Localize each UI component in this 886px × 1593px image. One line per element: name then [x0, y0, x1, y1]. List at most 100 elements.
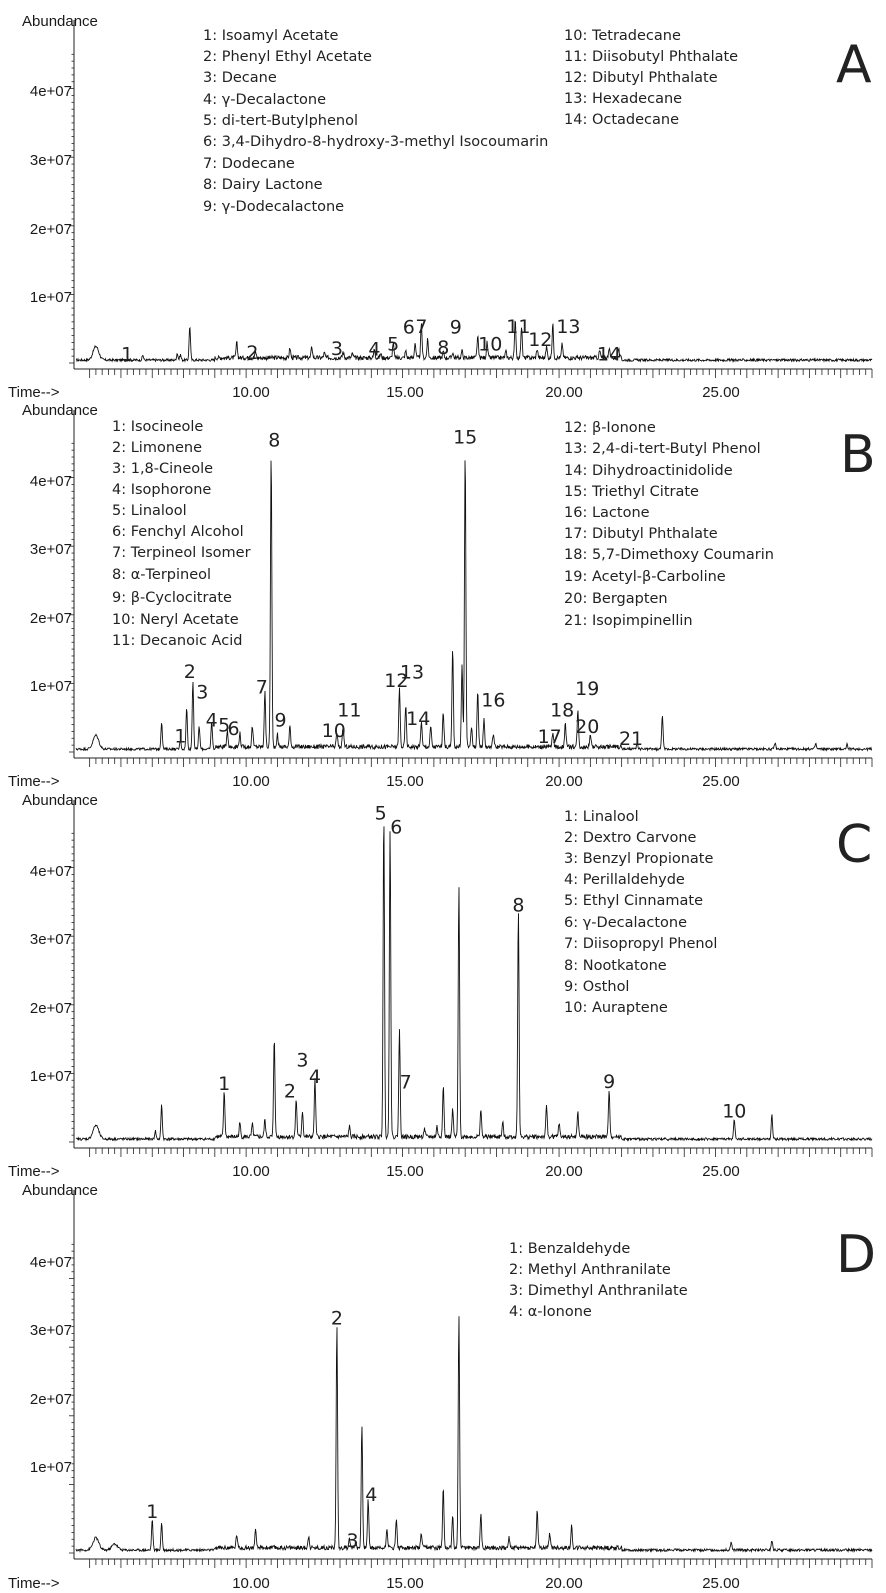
legend-entry: 5: Ethyl Cinnamate — [564, 893, 703, 909]
peak-label: 1 — [146, 1501, 158, 1523]
peak-label: 12 — [528, 329, 552, 351]
legend-entry: 9: β-Cyclocitrate — [112, 590, 232, 606]
peak-label: 3 — [196, 681, 208, 703]
panel-b-x-tick-label: 15.00 — [386, 773, 424, 790]
peak-label: 4 — [365, 1484, 377, 1506]
legend-entry: 7: Terpineol Isomer — [112, 545, 251, 561]
peak-label: 7 — [415, 316, 427, 338]
panel-a-y-tick-label: 1e+07 — [30, 289, 72, 306]
panel-c-letter: C — [836, 815, 872, 875]
peak-label: 9 — [450, 317, 462, 339]
panel-c-x-tick-label: 10.00 — [232, 1163, 270, 1180]
panel-c-plot: 1 234 56 7 8 9 10 — [69, 800, 873, 1157]
legend-entry: 2: Dextro Carvone — [564, 830, 697, 846]
legend-entry: 6: Fenchyl Alcohol — [112, 524, 244, 540]
legend-entry: 1: Isocineole — [112, 419, 203, 435]
legend-entry: 3: Decane — [203, 70, 277, 86]
panel-d-y-axis-title: Abundance — [22, 1182, 98, 1199]
legend-entry: 3: 1,8-Cineole — [112, 461, 213, 477]
legend-entry: 15: Triethyl Citrate — [564, 484, 699, 500]
legend-entry: 18: 5,7-Dimethoxy Coumarin — [564, 547, 774, 563]
peak-label: 8 — [268, 430, 280, 452]
panel-c-x-axis-title: Time--> — [8, 1163, 60, 1180]
legend-entry: 10: Auraptene — [564, 1000, 668, 1016]
panel-d: Abundance Time--> 1e+07 2e+07 3e+07 4e+0… — [8, 1182, 876, 1592]
panel-d-x-tick-label: 10.00 — [232, 1575, 270, 1592]
peak-label: 17 — [538, 726, 562, 748]
peak-label: 21 — [619, 728, 643, 750]
peak-label: 10 — [478, 334, 502, 356]
peak-label: 14 — [597, 343, 621, 365]
legend-entry: 9: Osthol — [564, 979, 629, 995]
peak-label: 14 — [406, 708, 430, 730]
panel-d-y-tick-label: 3e+07 — [30, 1322, 72, 1339]
legend-entry: 3: Dimethyl Anthranilate — [509, 1283, 688, 1299]
panel-b-x-tick-label: 25.00 — [702, 773, 740, 790]
legend-entry: 10: Neryl Acetate — [112, 612, 239, 628]
peak-label: 8 — [512, 895, 524, 917]
legend-entry: 19: Acetyl-β-Carboline — [564, 569, 726, 585]
legend-entry: 7: Dodecane — [203, 156, 295, 172]
panel-b-legend: 1: Isocineole 2: Limonene 3: 1,8-Cineole… — [112, 419, 774, 649]
chromatogram-trace — [75, 460, 873, 752]
legend-entry: 20: Bergapten — [564, 591, 668, 607]
legend-entry: 13: 2,4-di-tert-Butyl Phenol — [564, 441, 761, 457]
panel-d-x-tick-label: 20.00 — [545, 1575, 583, 1592]
peak-label: 1 — [218, 1073, 230, 1095]
legend-entry: 12: β-Ionone — [564, 420, 656, 436]
peak-label: 6 — [228, 718, 240, 740]
legend-entry: 2: Phenyl Ethyl Acetate — [203, 49, 372, 65]
peak-label: 11 — [337, 699, 361, 721]
panel-a-x-axis-title: Time--> — [8, 384, 60, 401]
panel-a-y-tick-label: 4e+07 — [30, 83, 72, 100]
panel-b-y-tick-label: 4e+07 — [30, 473, 72, 490]
chromatogram-trace — [75, 320, 873, 363]
panel-c-legend: 1: Linalool 2: Dextro Carvone 3: Benzyl … — [564, 809, 717, 1016]
peak-label: 1 — [174, 725, 186, 747]
panel-d-x-tick-label: 15.00 — [386, 1575, 424, 1592]
legend-entry: 9: γ-Dodecalactone — [203, 199, 344, 215]
panel-a-x-tick-label: 25.00 — [702, 384, 740, 401]
panel-b-x-tick-label: 10.00 — [232, 773, 270, 790]
legend-entry: 13: Hexadecane — [564, 91, 682, 107]
panel-a-y-tick-label: 3e+07 — [30, 152, 72, 169]
panel-b: Abundance Time--> 1e+07 2e+07 3e+07 4e+0… — [8, 402, 876, 790]
panel-c-x-tick-label: 20.00 — [545, 1163, 583, 1180]
peak-label: 5 — [218, 714, 230, 736]
panel-a-legend: 1: Isoamyl Acetate 2: Phenyl Ethyl Aceta… — [203, 28, 738, 215]
peak-label: 16 — [481, 690, 505, 712]
legend-entry: 11: Diisobutyl Phthalate — [564, 49, 738, 65]
panel-a-y-axis-title: Abundance — [22, 13, 98, 30]
legend-entry: 14: Dihydroactinidolide — [564, 463, 733, 479]
panel-d-x-tick-label: 25.00 — [702, 1575, 740, 1592]
legend-entry: 17: Dibutyl Phthalate — [564, 526, 718, 542]
peak-label: 6 — [403, 317, 415, 339]
legend-entry: 6: 3,4-Dihydro-8-hydroxy-3-methyl Isocou… — [203, 134, 548, 150]
peak-label: 4 — [309, 1066, 321, 1088]
legend-entry: 8: Dairy Lactone — [203, 177, 323, 193]
panel-a: Abundance Time--> 1e+07 2e+07 3e+07 4e+0… — [8, 13, 872, 401]
legend-entry: 6: γ-Decalactone — [564, 915, 687, 931]
legend-entry: 5: Linalool — [112, 503, 187, 519]
peak-label: 2 — [284, 1080, 296, 1102]
peak-label: 5 — [387, 334, 399, 356]
peak-label: 4 — [206, 710, 218, 732]
peak-label: 15 — [453, 426, 477, 448]
peak-label: 11 — [506, 316, 530, 338]
panel-d-legend: 1: Benzaldehyde 2: Methyl Anthranilate 3… — [509, 1241, 688, 1320]
panel-a-y-tick-label: 2e+07 — [30, 221, 72, 238]
peak-label: 7 — [256, 677, 268, 699]
panel-b-x-axis-title: Time--> — [8, 773, 60, 790]
panel-b-x-tick-label: 20.00 — [545, 773, 583, 790]
panel-d-x-axis-title: Time--> — [8, 1575, 60, 1592]
chromatogram-trace — [75, 826, 873, 1142]
legend-entry: 4: α-Ionone — [509, 1304, 592, 1320]
peak-label: 1 — [121, 343, 133, 365]
peak-label: 3 — [331, 338, 343, 360]
peak-label: 2 — [184, 661, 196, 683]
legend-entry: 16: Lactone — [564, 505, 650, 521]
panel-c-y-tick-label: 1e+07 — [30, 1068, 72, 1085]
